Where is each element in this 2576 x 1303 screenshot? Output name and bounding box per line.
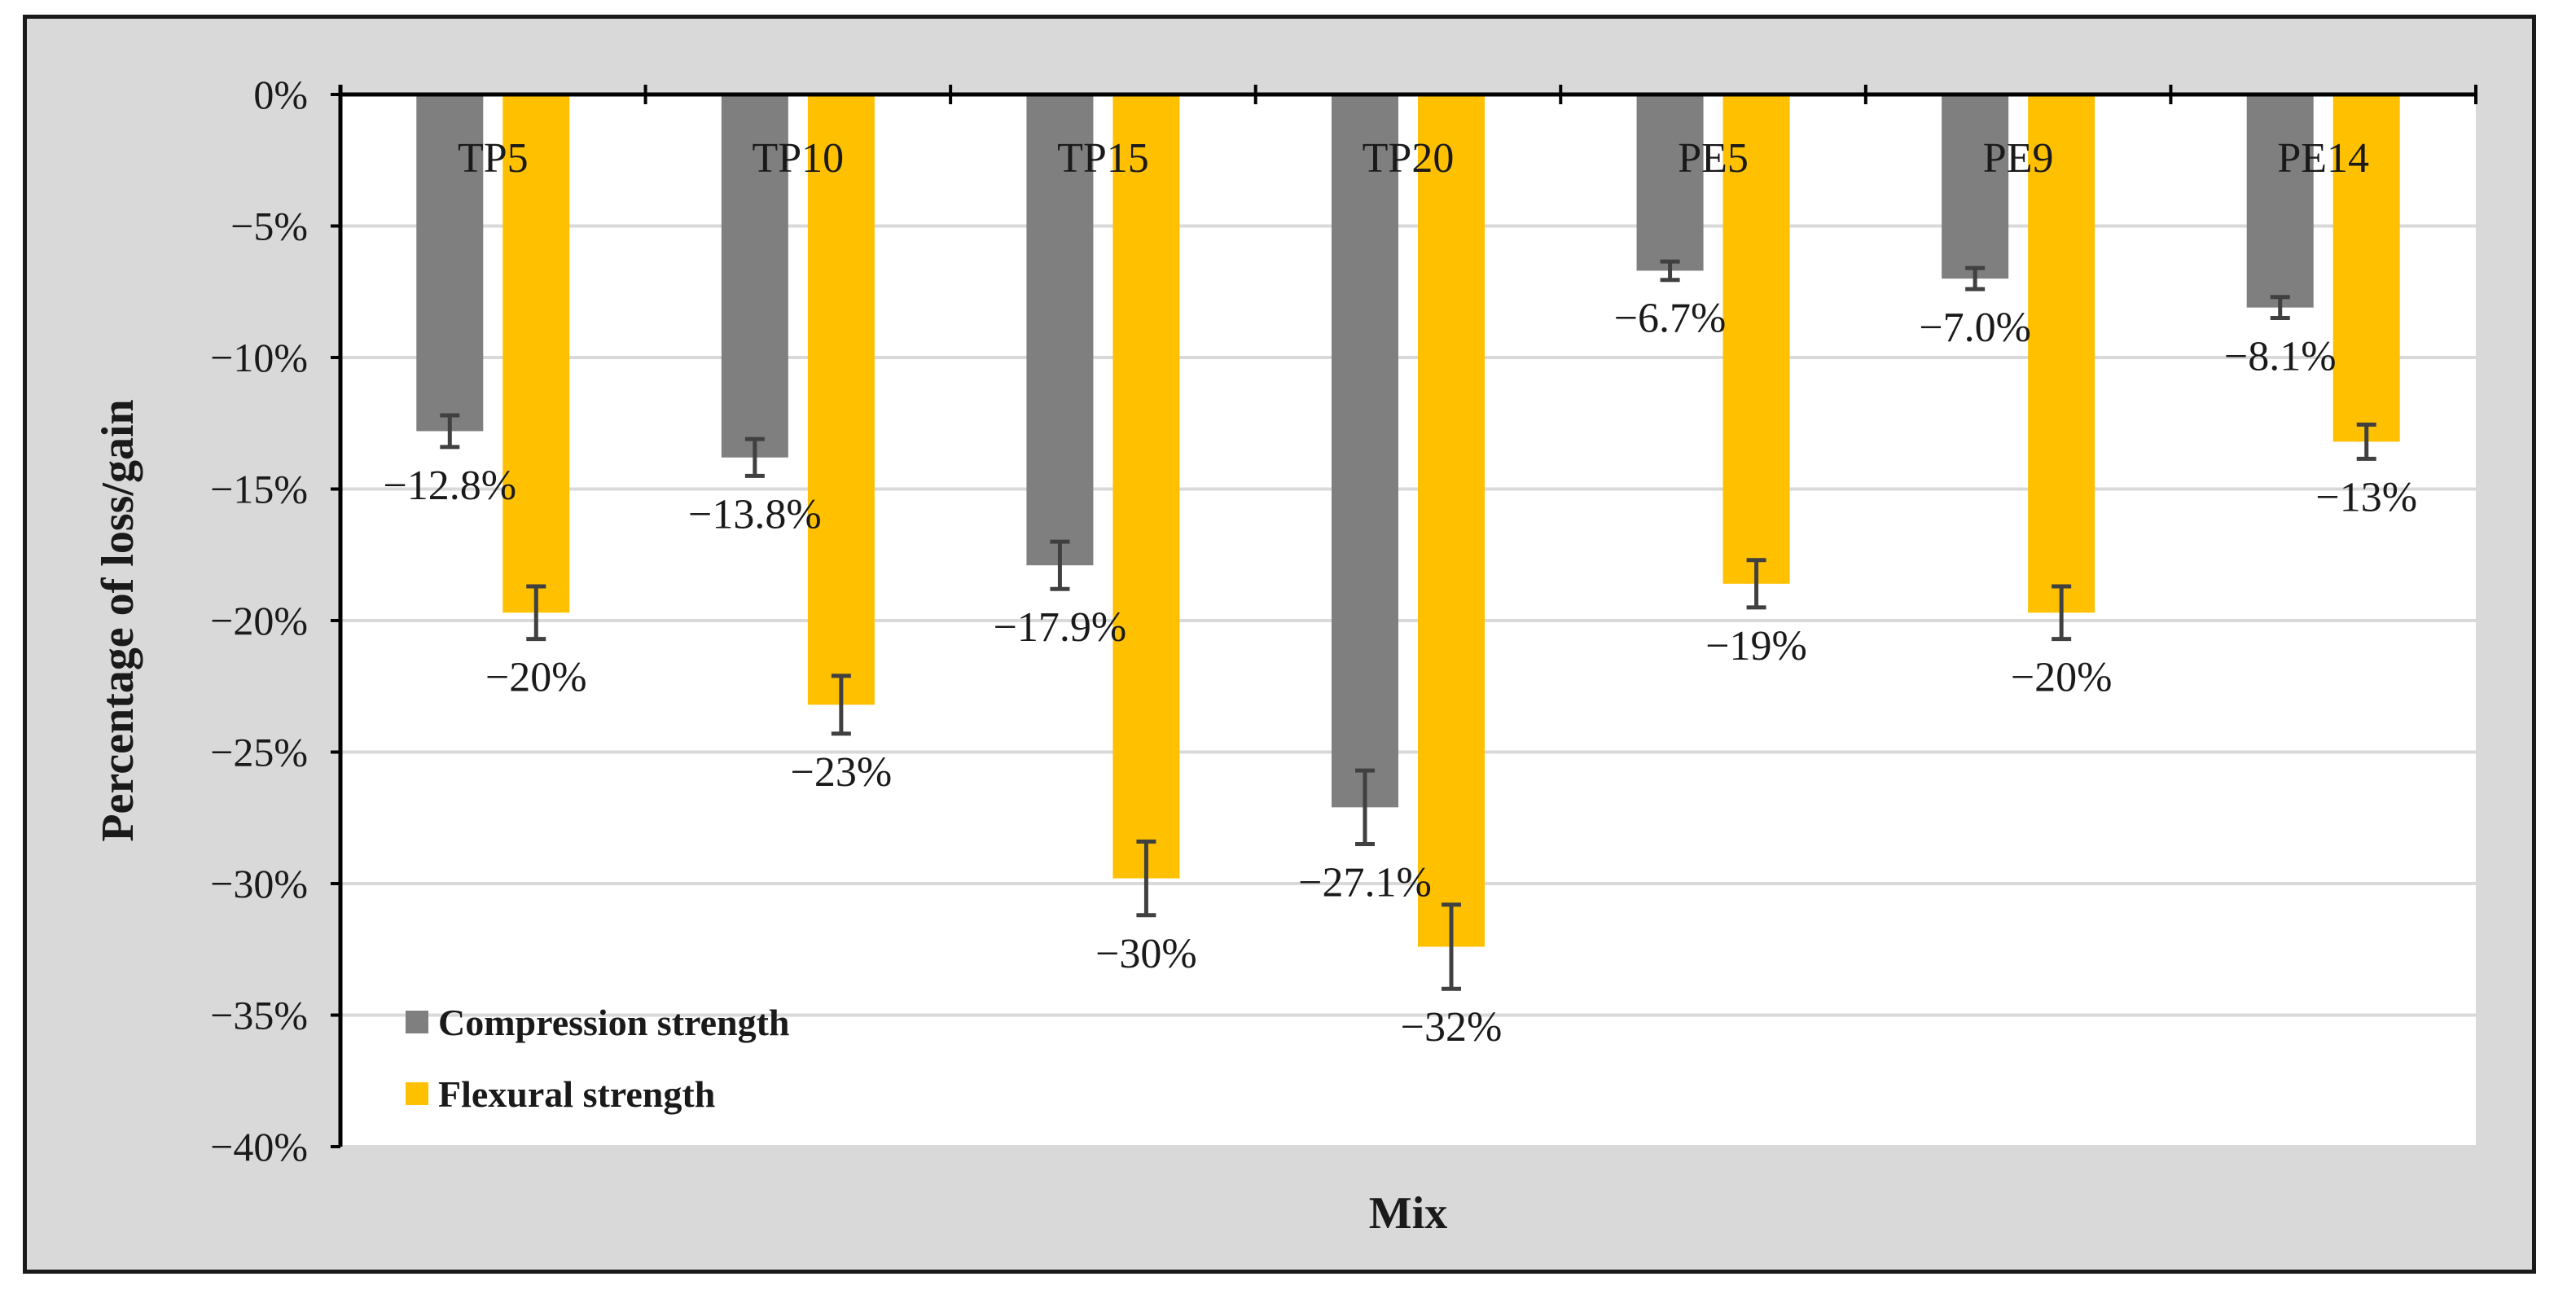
bar-chart: 0% −5% −10% −15% −20% −25% −30% −35% −40% −12.8% −… [93, 72, 2477, 1239]
category-label: TP5 [458, 135, 529, 182]
legend: Compression strength Flexural strength [406, 1002, 790, 1115]
data-label: −20% [2011, 655, 2113, 701]
legend-label: Flexural strength [438, 1073, 715, 1115]
y-tick-label: −5% [230, 204, 308, 249]
y-tick-label: 0% [253, 72, 308, 117]
data-label: −19% [1705, 623, 1807, 669]
data-label: −30% [1095, 931, 1197, 977]
y-tick-label: −25% [210, 730, 308, 775]
bar [1722, 94, 1790, 584]
category-label: TP15 [1057, 135, 1149, 182]
bar [2332, 94, 2400, 442]
bar [2028, 94, 2095, 613]
labels: 0% −5% −10% −15% −20% −25% −30% −35% −40% −12.8% −… [210, 72, 2417, 1169]
error-bars [440, 259, 2376, 991]
data-label: −17.9% [994, 604, 1127, 651]
bar [1636, 94, 1704, 271]
category-label: TP10 [753, 135, 845, 182]
x-axis-title: Mix [1369, 1188, 1447, 1239]
data-label: −7.0% [1919, 305, 2031, 351]
data-label: −27.1% [1298, 860, 1432, 906]
gridlines [340, 224, 2476, 1148]
bar [1418, 94, 1485, 947]
bar [1942, 94, 2009, 279]
category-label: PE5 [1678, 135, 1749, 182]
bar [416, 94, 484, 432]
y-tick-label: −20% [210, 598, 308, 643]
data-label: −13% [2315, 474, 2417, 520]
axes [331, 85, 2477, 1148]
bar [1026, 94, 1094, 566]
bars [416, 94, 2400, 947]
data-label: −12.8% [383, 463, 516, 509]
data-label: −6.7% [1614, 296, 1727, 342]
bar [1112, 94, 1180, 879]
legend-swatch [406, 1082, 428, 1105]
bar [807, 94, 875, 705]
y-tick-label: −15% [210, 467, 308, 512]
bar [502, 94, 570, 613]
y-tick-label: −10% [210, 335, 308, 380]
y-tick-label: −40% [210, 1124, 308, 1169]
data-label: −13.8% [688, 491, 822, 537]
chart-frame: 0% −5% −10% −15% −20% −25% −30% −35% −40% −12.8% −… [23, 15, 2536, 1274]
category-label: PE14 [2277, 135, 2369, 182]
y-tick-label: −30% [210, 861, 308, 906]
data-label: −8.1% [2224, 334, 2337, 380]
bar [721, 94, 788, 458]
category-label: TP20 [1363, 135, 1455, 182]
category-label: PE9 [1983, 135, 2054, 182]
legend-label: Compression strength [438, 1002, 790, 1043]
data-label: −32% [1401, 1004, 1503, 1051]
bar [2246, 94, 2314, 308]
legend-swatch [406, 1011, 428, 1033]
data-label: −20% [485, 655, 587, 701]
y-tick-label: −35% [210, 993, 308, 1038]
data-label: −23% [791, 749, 893, 796]
y-axis-title: Percentage of loss/gain [93, 399, 143, 841]
bar [1332, 94, 1398, 808]
